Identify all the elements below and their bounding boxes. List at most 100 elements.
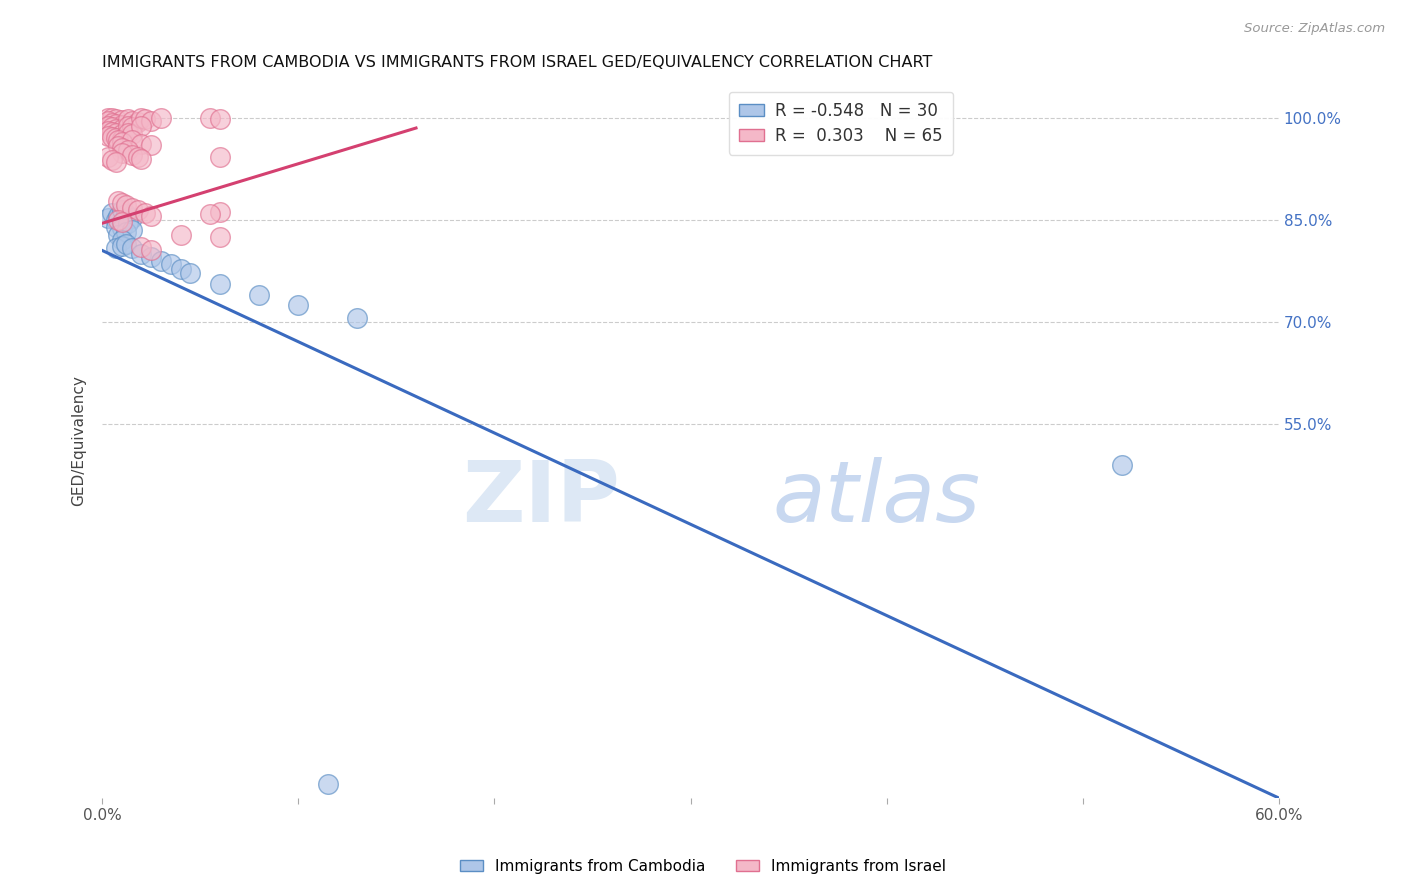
Point [104, 242, 127, 256]
Point [208, 150, 231, 164]
Point [111, 233, 134, 247]
Point [179, 266, 201, 280]
Point [104, 112, 127, 127]
Point [107, 210, 129, 224]
Point [121, 223, 143, 237]
Point [160, 257, 183, 271]
Point [198, 111, 221, 125]
Point [101, 206, 124, 220]
Point [111, 122, 134, 136]
Point [101, 153, 124, 167]
Point [127, 115, 149, 129]
Point [101, 111, 124, 125]
Point [101, 129, 124, 144]
Point [111, 135, 134, 149]
Point [134, 206, 156, 220]
Point [198, 207, 221, 221]
Point [121, 120, 143, 135]
Point [114, 198, 136, 212]
Point [121, 132, 143, 146]
Point [111, 215, 134, 229]
Point [121, 201, 143, 215]
Point [97, 124, 120, 138]
Point [104, 219, 127, 234]
Point [131, 136, 153, 151]
Point [316, 777, 339, 791]
Point [141, 209, 163, 223]
Point [117, 144, 139, 158]
Point [134, 112, 156, 127]
Point [114, 225, 136, 239]
Point [208, 230, 231, 244]
Text: IMMIGRANTS FROM CAMBODIA VS IMMIGRANTS FROM ISRAEL GED/EQUIVALENCY CORRELATION C: IMMIGRANTS FROM CAMBODIA VS IMMIGRANTS F… [103, 55, 932, 70]
Point [121, 127, 143, 141]
Point [121, 148, 143, 162]
Point [169, 261, 191, 276]
Point [131, 247, 153, 261]
Text: ZIP: ZIP [463, 457, 620, 540]
Point [121, 113, 143, 128]
Legend: Immigrants from Cambodia, Immigrants from Israel: Immigrants from Cambodia, Immigrants fro… [454, 853, 952, 880]
Point [127, 150, 149, 164]
Point [111, 238, 134, 252]
Point [101, 125, 124, 139]
Point [104, 131, 127, 145]
Point [97, 119, 120, 133]
Point [121, 211, 143, 226]
Point [104, 127, 127, 141]
Point [107, 194, 129, 208]
Point [131, 119, 153, 133]
Point [104, 155, 127, 169]
Point [107, 212, 129, 227]
Point [287, 298, 309, 312]
Point [1111, 458, 1133, 472]
Point [208, 112, 231, 127]
Point [101, 120, 124, 135]
Point [111, 127, 134, 141]
Point [107, 227, 129, 242]
Point [346, 311, 368, 326]
Legend: R = -0.548   N = 30, R =  0.303    N = 65: R = -0.548 N = 30, R = 0.303 N = 65 [728, 92, 953, 155]
Point [97, 150, 120, 164]
Point [150, 253, 173, 268]
Point [111, 141, 134, 155]
Point [208, 204, 231, 219]
Point [111, 118, 134, 132]
Point [141, 114, 163, 128]
Point [97, 128, 120, 143]
Point [111, 132, 134, 146]
Point [114, 207, 136, 221]
Point [247, 287, 270, 301]
Point [141, 138, 163, 153]
Point [117, 216, 139, 230]
Y-axis label: GED/Equivalency: GED/Equivalency [72, 376, 86, 507]
Point [131, 240, 153, 254]
Point [141, 243, 163, 257]
Point [169, 227, 191, 242]
Point [107, 132, 129, 146]
Point [111, 195, 134, 210]
Point [141, 250, 163, 264]
Point [101, 115, 124, 129]
Point [104, 117, 127, 131]
Point [97, 114, 120, 128]
Point [114, 236, 136, 251]
Point [117, 119, 139, 133]
Point [104, 212, 127, 227]
Point [127, 202, 149, 217]
Point [111, 112, 134, 127]
Point [117, 112, 139, 127]
Text: atlas: atlas [773, 457, 981, 540]
Point [107, 139, 129, 153]
Text: Source: ZipAtlas.com: Source: ZipAtlas.com [1244, 22, 1385, 36]
Point [111, 202, 134, 217]
Point [117, 126, 139, 140]
Point [111, 221, 134, 235]
Point [131, 111, 153, 125]
Point [111, 146, 134, 161]
Point [121, 242, 143, 256]
Point [150, 111, 173, 125]
Point [131, 153, 153, 167]
Point [208, 277, 231, 292]
Point [97, 111, 120, 125]
